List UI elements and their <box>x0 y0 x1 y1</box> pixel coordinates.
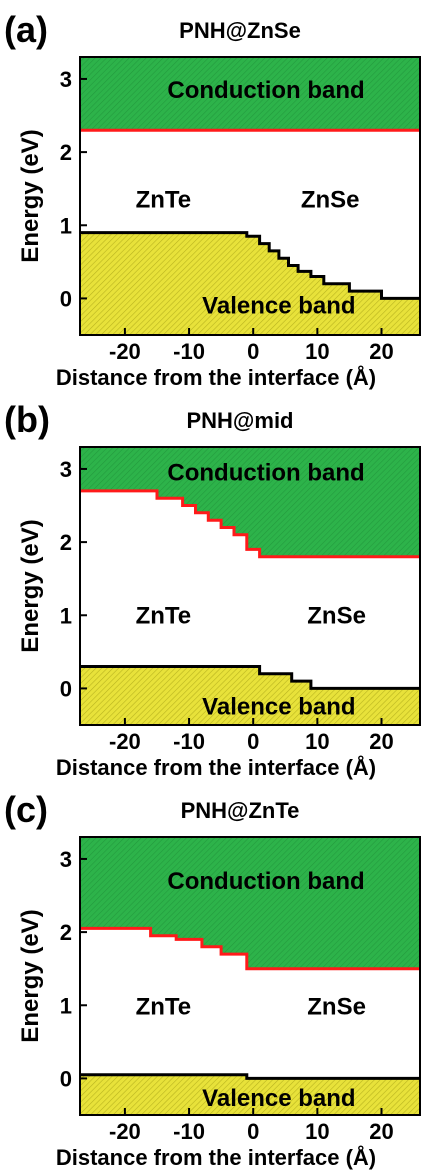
x-tick-label: 20 <box>369 1119 393 1144</box>
valence-band-edge <box>80 665 420 690</box>
x-tick-label: -10 <box>173 1119 205 1144</box>
plot-area <box>80 837 420 1115</box>
panel-label: (c) <box>4 789 48 830</box>
region-label: Conduction band <box>167 460 364 487</box>
plot-frame <box>79 836 421 1116</box>
chart-title: PNH@ZnTe <box>181 798 300 823</box>
valence-band-area <box>80 1074 420 1115</box>
x-axis-label: Distance from the interface (Å) <box>56 1144 376 1170</box>
y-axis-label: Energy (eV) <box>17 129 44 262</box>
chart-title: PNH@mid <box>186 408 293 433</box>
x-tick-label: 20 <box>369 339 393 364</box>
y-tick-label: 1 <box>60 993 72 1018</box>
panel-label: (b) <box>4 399 50 440</box>
x-axis-label: Distance from the interface (Å) <box>56 754 376 780</box>
region-label: ZnSe <box>307 602 366 629</box>
x-tick-label: -20 <box>109 729 141 754</box>
x-tick-label: 20 <box>369 729 393 754</box>
valence-band-area <box>80 666 420 725</box>
x-tick-label: -10 <box>173 339 205 364</box>
valence-band-area <box>80 232 420 335</box>
y-tick-label: 2 <box>60 140 72 165</box>
y-tick-label: 0 <box>60 1066 72 1091</box>
region-label: Valence band <box>202 694 355 721</box>
region-label: Conduction band <box>167 868 364 895</box>
y-tick-label: 2 <box>60 530 72 555</box>
y-axis-label: Energy (eV) <box>17 519 44 652</box>
x-tick-label: 10 <box>305 339 329 364</box>
y-tick-label: 3 <box>60 457 72 482</box>
panel-label: (a) <box>4 9 48 50</box>
y-tick-label: 3 <box>60 67 72 92</box>
y-tick-label: 0 <box>60 676 72 701</box>
x-tick-label: -10 <box>173 729 205 754</box>
valence-band-edge <box>80 1073 420 1080</box>
x-tick-label: -20 <box>109 339 141 364</box>
conduction-band-area <box>80 57 420 131</box>
x-tick-label: 0 <box>247 1119 259 1144</box>
chart-panel-c: -20 -10 0 10 20 0 1 2 3 Conduction band ZnTe ZnSe Va… <box>4 789 421 1170</box>
valence-band-edge <box>80 231 420 300</box>
y-tick-label: 1 <box>60 603 72 628</box>
plot-frame <box>79 446 421 726</box>
chart-panel-b: -20 -10 0 10 20 0 1 2 3 Conduction band ZnTe ZnSe Va… <box>4 399 421 780</box>
region-label: ZnTe <box>136 994 192 1021</box>
x-tick-label: 0 <box>247 339 259 364</box>
region-label: Valence band <box>202 1085 355 1112</box>
region-label: Conduction band <box>167 77 364 104</box>
x-axis-label: Distance from the interface (Å) <box>56 364 376 390</box>
y-tick-label: 2 <box>60 920 72 945</box>
y-axis-label: Energy (eV) <box>17 909 44 1042</box>
x-tick-label: 0 <box>247 729 259 754</box>
y-tick-label: 0 <box>60 286 72 311</box>
region-label: Valence band <box>202 293 355 320</box>
plot-area <box>80 57 420 335</box>
region-label: ZnSe <box>307 994 366 1021</box>
x-tick-label: 10 <box>305 729 329 754</box>
plot-area <box>80 447 420 725</box>
plot-frame <box>79 56 421 336</box>
conduction-band-area <box>80 447 420 557</box>
conduction-band-edge <box>80 926 420 971</box>
y-tick-label: 3 <box>60 847 72 872</box>
x-tick-label: 10 <box>305 1119 329 1144</box>
x-tick-label: -20 <box>109 1119 141 1144</box>
region-label: ZnTe <box>136 602 192 629</box>
chart-panel-a: -20 -10 0 10 20 0 1 2 3 Conduction band ZnTe ZnSe Va… <box>4 9 421 390</box>
region-label: ZnTe <box>136 187 192 214</box>
chart-title: PNH@ZnSe <box>179 18 301 43</box>
region-label: ZnSe <box>301 187 360 214</box>
conduction-band-edge <box>80 489 420 559</box>
y-tick-label: 1 <box>60 213 72 238</box>
